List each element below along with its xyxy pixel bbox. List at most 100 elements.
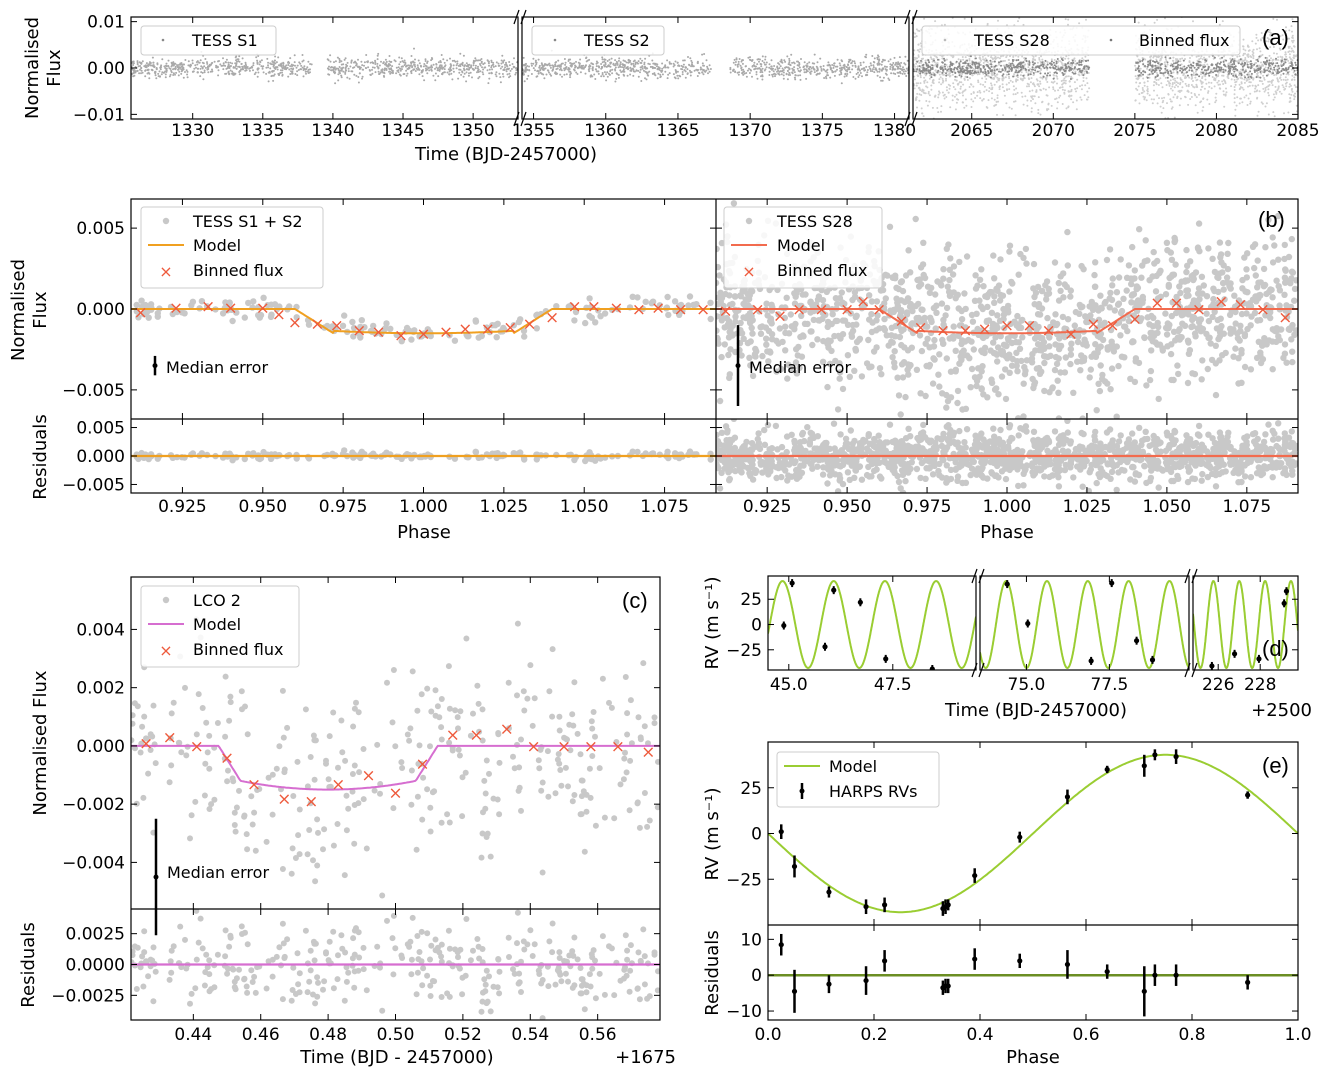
tess-point (510, 68, 513, 70)
tess-point (696, 69, 699, 71)
tess-point (274, 68, 277, 70)
tess-point (1158, 126, 1160, 128)
tess-point (704, 70, 707, 73)
tess-point (845, 74, 848, 77)
tess-point (559, 65, 562, 68)
binned-flux-point (982, 66, 985, 69)
binned-flux-point (1282, 62, 1285, 65)
binned-flux-point (1293, 69, 1296, 72)
tess-point (981, 55, 984, 58)
tess-point (490, 59, 493, 62)
tess-point (178, 70, 181, 73)
tess-point (425, 65, 428, 68)
tess-point (1142, 95, 1145, 98)
tess-point (1174, 79, 1177, 82)
tess-point (173, 62, 176, 65)
tess-point (668, 72, 671, 75)
tess-point (788, 61, 791, 64)
binned-flux-point (1136, 67, 1139, 70)
tess-point (330, 69, 332, 72)
tess-point (656, 63, 659, 66)
binned-flux-point (1253, 69, 1256, 72)
tess-point (729, 68, 732, 71)
tess-point (1259, 50, 1262, 53)
tess-point (745, 75, 748, 78)
tess-point (1288, 93, 1291, 96)
tess-point (159, 68, 162, 71)
tess-point (213, 60, 216, 63)
tess-point (1263, 77, 1266, 79)
tess-point (346, 61, 349, 64)
tess-point (1277, 59, 1279, 61)
tess-point (1273, 74, 1276, 77)
tess-point (816, 72, 819, 75)
tess-point (970, 93, 973, 95)
tess-point (565, 66, 568, 68)
tess-point (1179, 58, 1182, 60)
binned-flux-point (1294, 61, 1297, 64)
tess-point (186, 73, 189, 76)
binned-flux-point (1179, 69, 1182, 72)
tess-point (972, 67, 975, 70)
tess-point (993, 83, 996, 86)
tess-point (823, 68, 826, 71)
tess-point (180, 70, 183, 73)
tess-point (942, 80, 945, 83)
binned-flux-point (1043, 67, 1046, 70)
tess-point (916, 74, 919, 77)
tess-point (1017, 20, 1019, 23)
tess-point (978, 89, 981, 92)
tess-point (1262, 74, 1265, 77)
tess-point (498, 64, 501, 67)
tess-point (1267, 91, 1270, 94)
tess-point (895, 65, 898, 68)
tess-point (152, 64, 155, 67)
tess-point (988, 90, 991, 93)
tess-point (1204, 61, 1207, 64)
tess-point (1036, 14, 1038, 16)
tess-point (604, 61, 607, 64)
tess-point (1046, 68, 1049, 71)
binned-flux-point (1046, 74, 1049, 77)
tess-point (488, 64, 490, 67)
tess-point (1282, 86, 1285, 89)
tess-point (601, 73, 604, 76)
tess-point (1249, 81, 1252, 84)
tess-point (773, 65, 776, 67)
tess-point (530, 62, 533, 65)
tess-point (338, 57, 341, 60)
binned-flux-point (969, 55, 972, 58)
tess-point (1158, 55, 1161, 58)
tess-point (1164, 17, 1166, 20)
tess-point (760, 63, 763, 66)
tess-point (990, 84, 993, 87)
tess-point (593, 73, 596, 76)
tess-point (881, 79, 884, 82)
tess-point (1195, 55, 1198, 58)
tess-point (1295, 104, 1298, 107)
tess-point (396, 69, 399, 72)
tess-point (748, 67, 750, 70)
tess-point (876, 58, 879, 61)
binned-flux-point (1216, 62, 1219, 65)
binned-flux-point (1056, 72, 1058, 75)
tess-point (985, 78, 988, 80)
tess-point (1252, 57, 1255, 60)
tess-point (925, 85, 928, 88)
tess-point (1242, 45, 1245, 48)
tess-point (1251, 84, 1254, 87)
tess-point (672, 73, 675, 76)
binned-flux-point (1249, 60, 1252, 63)
tess-point (452, 70, 455, 73)
tess-point (632, 62, 635, 65)
tess-point (201, 71, 204, 74)
tess-point (1206, 63, 1209, 66)
tess-point (941, 57, 944, 60)
tess-point (1009, 79, 1012, 82)
tess-point (554, 63, 557, 66)
tess-point (1156, 18, 1159, 21)
tess-point (1222, 83, 1225, 85)
tess-point (1008, 75, 1010, 78)
tess-point (438, 66, 441, 69)
tess-point (958, 81, 961, 84)
